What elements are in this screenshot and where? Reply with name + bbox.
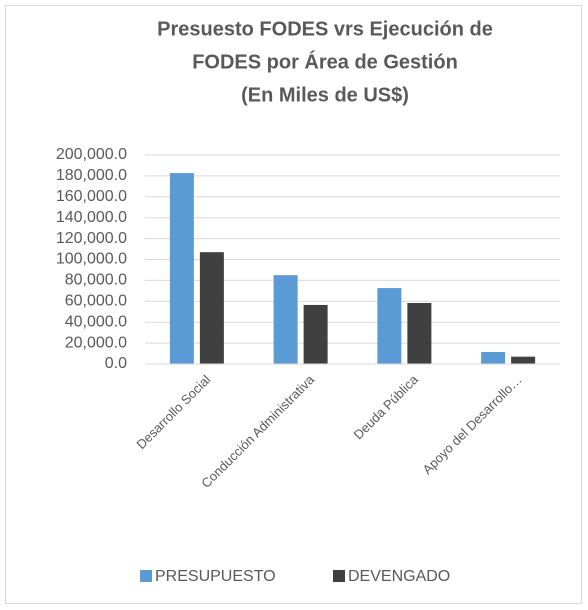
y-tick-label: 0.0 (105, 355, 127, 372)
legend-swatch (140, 570, 152, 582)
legend-label: PRESUPUESTO (155, 568, 276, 585)
y-tick-label: 200,000.0 (56, 146, 127, 163)
y-tick-label: 60,000.0 (65, 293, 127, 310)
y-tick-label: 140,000.0 (56, 209, 127, 226)
y-tick-label: 40,000.0 (65, 313, 127, 330)
bar (199, 252, 224, 364)
y-tick-label: 120,000.0 (56, 230, 127, 247)
y-tick-label: 180,000.0 (56, 167, 127, 184)
bar (511, 356, 536, 364)
chart-title: Presuesto FODES vrs Ejecución de (157, 18, 493, 40)
legend-label: DEVENGADO (348, 568, 450, 585)
legend-swatch (333, 570, 345, 582)
bar (169, 173, 194, 364)
bar (303, 304, 328, 364)
bar (481, 351, 506, 364)
chart-title: (En Miles de US$) (241, 84, 409, 106)
bar (377, 288, 402, 364)
y-tick-label: 20,000.0 (65, 334, 127, 351)
y-tick-label: 80,000.0 (65, 272, 127, 289)
chart-title: FODES por Área de Gestión (192, 50, 458, 73)
y-tick-label: 160,000.0 (56, 188, 127, 205)
y-tick-label: 100,000.0 (56, 251, 127, 268)
bar (273, 275, 298, 364)
bar (407, 302, 432, 364)
